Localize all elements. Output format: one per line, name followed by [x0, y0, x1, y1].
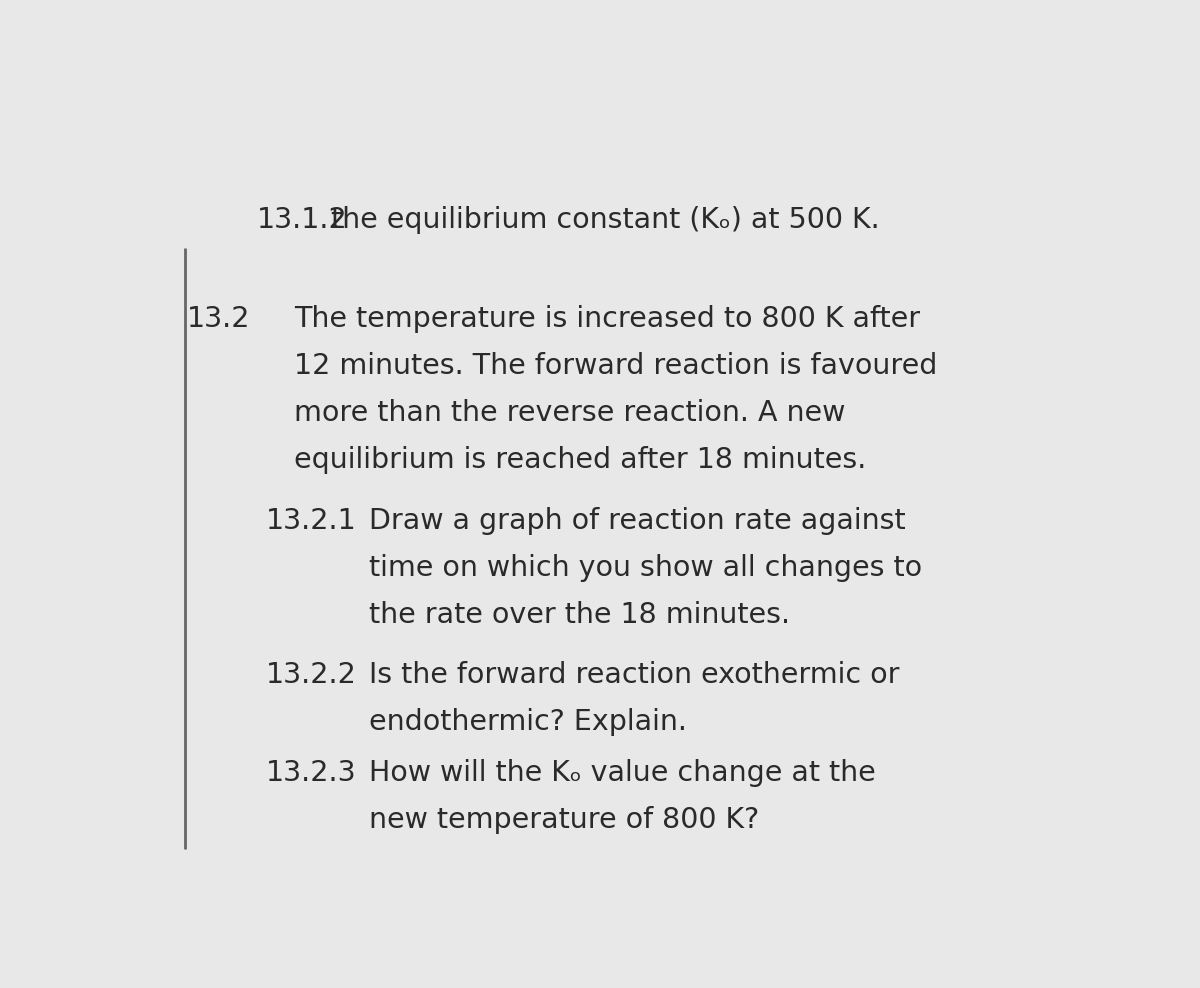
Text: The temperature is increased to 800 K after: The temperature is increased to 800 K af… — [294, 305, 920, 333]
Text: 13.2.1: 13.2.1 — [266, 507, 358, 535]
Text: equilibrium is reached after 18 minutes.: equilibrium is reached after 18 minutes. — [294, 447, 866, 474]
Text: 12 minutes. The forward reaction is favoured: 12 minutes. The forward reaction is favo… — [294, 352, 937, 380]
Text: 13.2: 13.2 — [187, 305, 251, 333]
Text: more than the reverse reaction. A new: more than the reverse reaction. A new — [294, 399, 846, 427]
Text: How will the Kₒ value change at the: How will the Kₒ value change at the — [368, 759, 875, 787]
Text: 13.2.2: 13.2.2 — [266, 661, 358, 689]
Text: Draw a graph of reaction rate against: Draw a graph of reaction rate against — [368, 507, 905, 535]
Text: 13.2.3: 13.2.3 — [266, 759, 356, 787]
Text: Is the forward reaction exothermic or: Is the forward reaction exothermic or — [368, 661, 899, 689]
Text: 13.1.2: 13.1.2 — [257, 206, 348, 234]
Text: the equilibrium constant (Kₒ) at 500 K.: the equilibrium constant (Kₒ) at 500 K. — [331, 206, 880, 234]
Text: endothermic? Explain.: endothermic? Explain. — [368, 708, 686, 736]
Text: time on which you show all changes to: time on which you show all changes to — [368, 553, 922, 582]
Text: the rate over the 18 minutes.: the rate over the 18 minutes. — [368, 601, 790, 629]
Text: new temperature of 800 K?: new temperature of 800 K? — [368, 806, 758, 834]
